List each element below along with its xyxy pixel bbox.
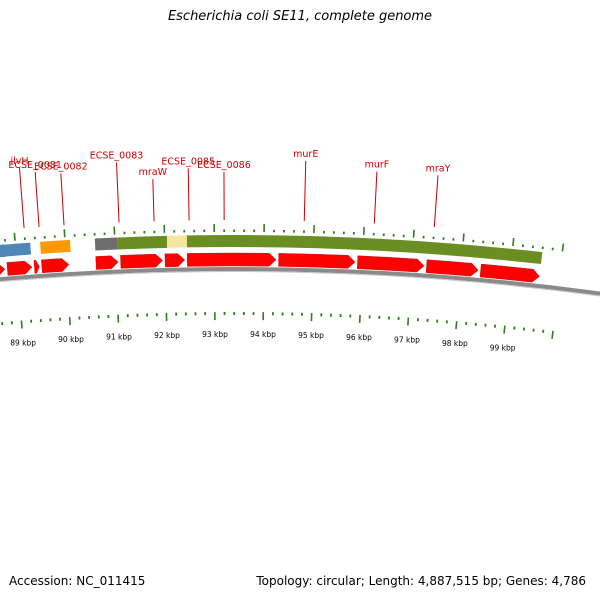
- outer-tick-track: [3, 224, 565, 252]
- feature-track: [0, 235, 543, 265]
- kbp-label: 92 kbp: [154, 331, 180, 340]
- major-tick: [561, 243, 565, 252]
- cds-arrow: [164, 253, 186, 268]
- gene-label: mraY: [426, 163, 451, 174]
- cds-arrow: [186, 252, 277, 267]
- cds-arrow: [425, 259, 479, 277]
- kbp-label: 96 kbp: [346, 333, 372, 342]
- feature-bar: [40, 239, 71, 254]
- feature-bar: [166, 235, 188, 248]
- cds-arrow: [6, 260, 33, 276]
- gene-leader-line: [303, 160, 307, 221]
- gene-label: ECSE_0085: [161, 156, 215, 167]
- gene-label: ECSE_0083: [90, 150, 144, 161]
- cds-arrow: [95, 255, 119, 270]
- gene-label: ECSE_0082: [34, 161, 88, 172]
- gene-leader-line: [34, 172, 40, 227]
- cds-arrow: [278, 253, 356, 269]
- cds-track: [0, 252, 540, 283]
- gene-label-track: ilvHECSE_0081ECSE_0082ECSE_0083mraWECSE_…: [8, 149, 451, 229]
- kbp-label: 99 kbp: [490, 343, 516, 352]
- gene-label: murE: [293, 149, 318, 160]
- cds-arrow: [120, 253, 163, 269]
- feature-bar: [186, 235, 543, 265]
- major-tick: [412, 229, 415, 238]
- cds-arrow: [41, 258, 70, 274]
- kbp-label: 98 kbp: [442, 339, 468, 348]
- accession-text: Accession: NC_011415: [9, 574, 146, 588]
- backbone-ring: [0, 267, 600, 296]
- major-tick: [20, 320, 23, 329]
- kbp-label: 94 kbp: [250, 330, 276, 339]
- gene-leader-line: [60, 173, 65, 226]
- genome-backbone: [0, 267, 600, 297]
- gene-label: murF: [365, 160, 390, 171]
- feature-bar: [117, 235, 168, 250]
- cds-arrow: [33, 260, 40, 274]
- gene-leader-line: [187, 168, 190, 221]
- kbp-label: 97 kbp: [394, 336, 420, 345]
- kbp-label: 95 kbp: [298, 331, 324, 340]
- major-tick: [455, 321, 458, 330]
- cds-arrow: [0, 265, 6, 275]
- major-tick: [462, 233, 465, 242]
- inner-tick-track: [1, 312, 554, 339]
- major-tick: [503, 325, 506, 334]
- major-tick: [13, 232, 16, 241]
- topology-text: Topology: circular; Length: 4,887,515 bp…: [256, 574, 586, 588]
- gene-label: ilvH: [10, 156, 28, 167]
- map-title: Escherichia coli SE11, complete genome: [167, 9, 433, 24]
- feature-bar: [0, 242, 32, 258]
- gene-leader-line: [19, 168, 25, 229]
- kbp-label: 91 kbp: [106, 333, 132, 342]
- cds-arrow: [479, 263, 540, 283]
- feature-bar: [94, 237, 118, 251]
- kbp-label-track: 89 kbp 90 kbp 91 kbp 92 kbp 93 kbp 94 kbp 95 k…: [10, 330, 516, 352]
- gene-label: mraW: [139, 167, 168, 178]
- gene-leader-line: [152, 179, 155, 222]
- kbp-label: 90 kbp: [58, 335, 84, 344]
- major-tick: [512, 237, 515, 247]
- cds-arrow: [357, 255, 425, 273]
- gene-leader-line: [116, 162, 120, 223]
- major-tick: [68, 317, 71, 326]
- gene-label: ECSE_0086: [197, 160, 251, 171]
- gene-leader-line: [373, 171, 378, 224]
- gene-label: ECSE_0081: [8, 160, 62, 171]
- gene-leader-line: [433, 175, 439, 228]
- kbp-label: 89 kbp: [10, 338, 36, 347]
- kbp-label: 93 kbp: [202, 330, 228, 339]
- major-tick: [551, 330, 554, 339]
- major-tick: [407, 317, 410, 326]
